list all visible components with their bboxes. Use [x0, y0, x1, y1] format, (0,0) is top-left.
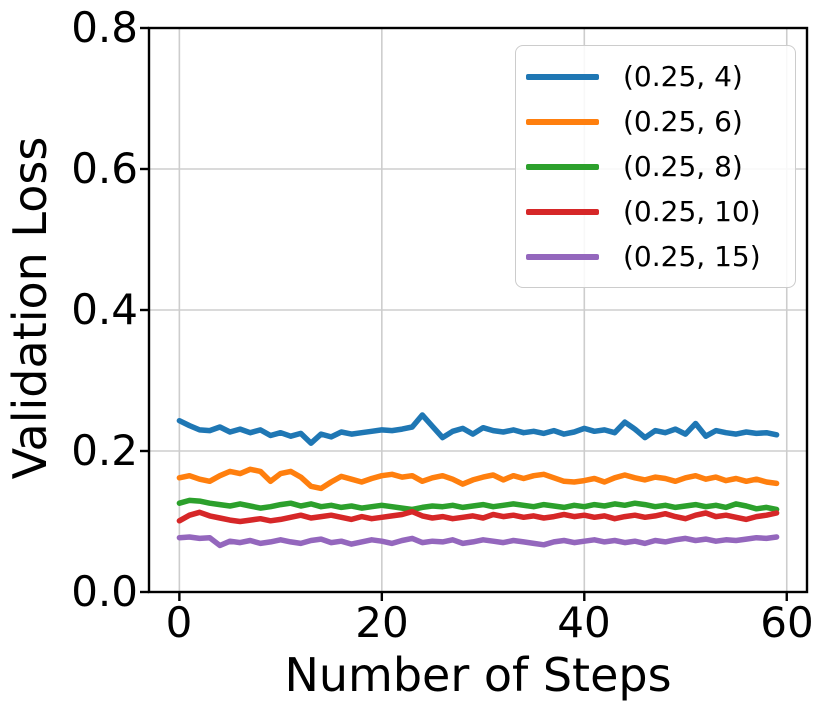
- line-series-(0.25, 4): [176, 412, 780, 446]
- legend-line-sample: [526, 208, 599, 215]
- line-series-(0.25, 10): [176, 508, 780, 525]
- legend-label: (0.25, 8): [623, 149, 743, 183]
- line-series-(0.25, 8): [176, 497, 780, 513]
- x-axis-label: Number of Steps: [284, 648, 672, 702]
- legend-item: (0.25, 15): [526, 239, 795, 273]
- legend-line-sample: [526, 163, 599, 170]
- legend-line-sample: [526, 253, 599, 260]
- line-series-(0.25, 6): [176, 466, 780, 492]
- legend-label: (0.25, 4): [623, 59, 743, 93]
- legend: (0.25, 4) (0.25, 6) (0.25, 8) (0.25, 10)…: [515, 45, 796, 288]
- y-tick-label-0.4: 0.4: [71, 285, 138, 334]
- legend-label: (0.25, 10): [623, 194, 761, 228]
- legend-line-sample: [526, 73, 599, 80]
- y-axis-label: Validation Loss: [3, 136, 57, 480]
- axes-spines: [147, 26, 809, 594]
- y-tick-label-0.0: 0.0: [71, 567, 138, 616]
- x-tick-label-40: 40: [557, 598, 611, 647]
- y-tick-label-0.8: 0.8: [71, 3, 138, 52]
- x-tick-label-0: 0: [165, 598, 193, 647]
- legend-item: (0.25, 10): [526, 194, 795, 228]
- x-tick-label-60: 60: [760, 598, 814, 647]
- y-tick-label-0.2: 0.2: [71, 426, 138, 475]
- x-tick-label-20: 20: [355, 598, 409, 647]
- legend-line-sample: [526, 118, 599, 125]
- y-tick-label-0.6: 0.6: [71, 144, 138, 193]
- legend-label: (0.25, 6): [623, 104, 743, 138]
- legend-item: (0.25, 4): [526, 59, 795, 93]
- legend-item: (0.25, 8): [526, 149, 795, 183]
- legend-item: (0.25, 6): [526, 104, 795, 138]
- legend-label: (0.25, 15): [623, 239, 761, 273]
- line-series-(0.25, 15): [176, 534, 780, 549]
